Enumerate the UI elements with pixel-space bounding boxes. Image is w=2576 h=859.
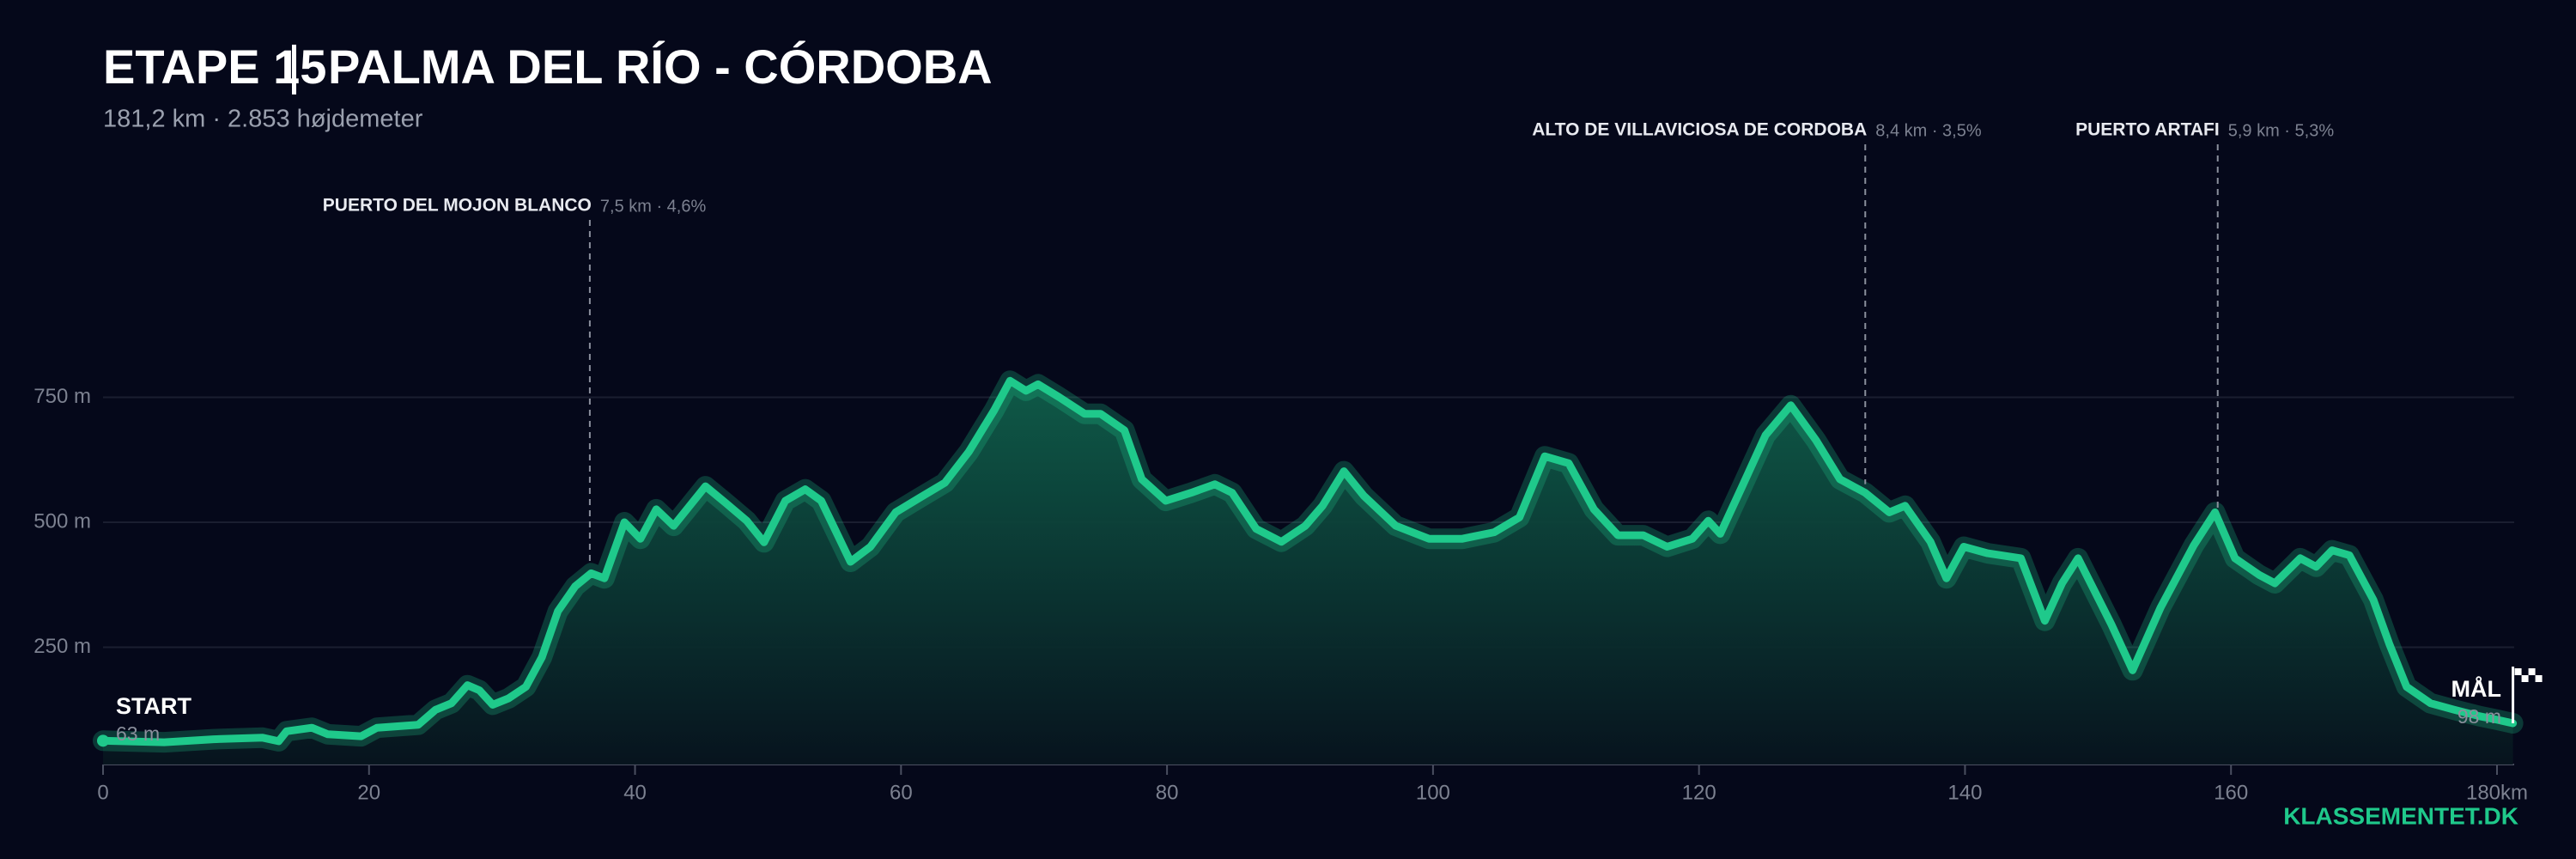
x-tick-label: 40 [623,781,647,804]
x-tick-label: 60 [890,781,913,804]
flag-square [2514,668,2522,675]
climb-detail: 7,5 km · 4,6% [600,197,707,216]
y-tick-label: 750 m [33,385,91,408]
x-tick-label: 80 [1156,781,1179,804]
climb-name: PUERTO ARTAFI [2075,120,2220,140]
start-label: START [116,693,191,719]
finish-elevation: 98 m [2458,705,2501,728]
x-tick-label: 120 [1682,781,1716,804]
start-dot [97,734,109,747]
x-tick-label: 160 [2214,781,2248,804]
finish-label: MÅL [2451,675,2501,702]
route-title: PALMA DEL RÍO - CÓRDOBA [328,40,993,94]
flag-square [2521,675,2529,682]
y-tick-label: 250 m [33,635,91,658]
climb-name: ALTO DE VILLAVICIOSA DE CORDOBA [1532,120,1867,140]
chart-title: ETAPE 15 [103,40,326,94]
area-fill [103,381,2513,765]
x-tick-label: 20 [357,781,380,804]
x-tick-label: 100 [1416,781,1450,804]
start-elevation: 63 m [116,722,160,745]
elevation-line [99,376,2518,746]
y-tick-label: 500 m [33,509,91,533]
subtitle: 181,2 km · 2.853 højdemeter [103,106,423,133]
title-divider [292,45,296,94]
climb-detail: 5,9 km · 5,3% [2228,121,2335,140]
climb-detail: 8,4 km · 3,5% [1875,121,1982,140]
logo: KLASSEMENTET.DK [2283,802,2518,829]
x-tick-label: 0 [97,781,108,804]
flag-square [2535,675,2543,682]
flag-square [2528,668,2536,675]
x-tick-label: 180km [2466,781,2528,804]
x-tick-label: 140 [1947,781,1982,804]
climb-name: PUERTO DEL MOJON BLANCO [323,196,592,216]
